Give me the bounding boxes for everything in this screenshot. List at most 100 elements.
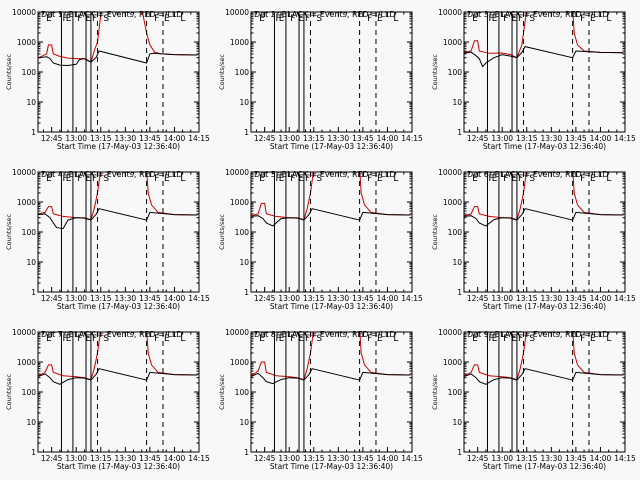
y-tick-label: 1 [244,288,249,297]
flag-label: F [488,174,493,184]
x-tick-label: 13:45 [352,134,374,143]
flag-label: E [492,14,498,24]
panel-title: Det 7r BLACK = Events, RED = LLD [41,330,183,339]
y-tick-label: 10 [26,258,36,267]
series-group [464,172,624,227]
x-tick-label: 12:45 [41,134,63,143]
y-tick-label: 10 [26,418,36,427]
y-tick-label: 100 [235,68,250,77]
x-axis-label: Start Time (17-May-03 12:36:40) [57,462,180,471]
flag-label: S [529,174,535,184]
x-tick-label: 14:15 [188,134,210,143]
plot-frame [463,171,626,293]
flag-label: F [305,14,310,24]
flag-label: L [393,334,398,344]
y-tick-label: 10 [452,418,462,427]
flag-label: L [606,174,611,184]
flag-label: F [580,334,585,344]
flag-label: E [590,14,596,24]
flag-label: F [518,174,523,184]
flag-label: E [66,334,72,344]
flag-label: E [492,174,498,184]
flag-label: E [492,334,498,344]
x-tick-label: 13:45 [565,454,587,463]
series-line-red-lld [464,172,624,221]
flag-label: E [377,174,383,184]
x-tick-label: 13:30 [541,134,563,143]
x-tick-label: 12:45 [41,294,63,303]
x-tick-label: 13:30 [541,294,563,303]
series-line-red-lld [38,172,198,221]
x-tick-label: 13:00 [491,294,513,303]
plot-frame [463,331,626,453]
flag-label: E [85,174,91,184]
flag-label: L [606,334,611,344]
plot-frame [37,171,200,293]
x-tick-label: 14:00 [590,454,612,463]
y-tick-label: 1000 [443,358,462,367]
flag-label: F [503,174,508,184]
flag-label: E [259,334,265,344]
x-tick-label: 13:15 [303,294,325,303]
x-tick-label: 13:15 [90,134,112,143]
series-line-black-events [251,368,411,385]
x-tick-label: 13:30 [328,294,350,303]
flag-label: S [316,14,322,24]
flag-label: F [62,14,67,24]
flag-label: F [305,334,310,344]
series-group [464,12,624,68]
y-tick-label: 1 [457,448,462,457]
flag-label: E [377,334,383,344]
x-tick-label: 13:30 [541,454,563,463]
flag-label: E [298,174,304,184]
flag-label: F [275,14,280,24]
y-tick-label: 1000 [443,198,462,207]
x-tick-label: 14:00 [590,134,612,143]
series-group [464,332,624,385]
y-tick-label: 1000 [17,38,36,47]
flag-label: F [488,334,493,344]
y-tick-label: 100 [22,388,37,397]
flag-label: E [590,334,596,344]
x-axis-label: Start Time (17-May-03 12:36:40) [57,302,180,311]
flag-label: F [154,14,159,24]
flag-label: E [298,334,304,344]
x-tick-label: 14:00 [377,134,399,143]
flag-label: F [290,174,295,184]
y-axis-label: Counts/sec [218,374,226,410]
y-tick-label: 1 [31,288,36,297]
x-tick-label: 12:45 [467,294,489,303]
x-tick-label: 13:45 [139,454,161,463]
flag-label: S [103,14,109,24]
flag-label: E [511,334,517,344]
panel-title: Det 5r BLACK = Events, RED = LLD [254,170,396,179]
y-tick-label: 100 [22,68,37,77]
flag-label: F [77,14,82,24]
y-tick-label: 100 [448,388,463,397]
y-axis-label: Counts/sec [431,374,439,410]
panel-title: Det 1r BLACK = Events, RED = LLD [41,10,183,19]
series-line-black-events [38,208,198,230]
series-line-red-lld [464,12,624,59]
y-tick-label: 10000 [438,168,462,177]
flag-label: E [279,334,285,344]
plot-frame [250,11,413,133]
y-tick-label: 10 [239,418,249,427]
y-axis-label: Counts/sec [5,214,13,250]
y-tick-label: 1 [244,448,249,457]
flag-label: F [367,334,372,344]
flag-label: E [279,14,285,24]
x-tick-label: 13:30 [115,454,137,463]
flag-label: E [46,14,52,24]
flag-label: E [472,334,478,344]
y-tick-label: 1000 [17,198,36,207]
y-axis-label: Counts/sec [431,54,439,90]
flag-label: F [77,334,82,344]
panel-title: Det 2r BLACK = Events, RED = LLD [254,10,396,19]
flag-label: S [529,334,535,344]
